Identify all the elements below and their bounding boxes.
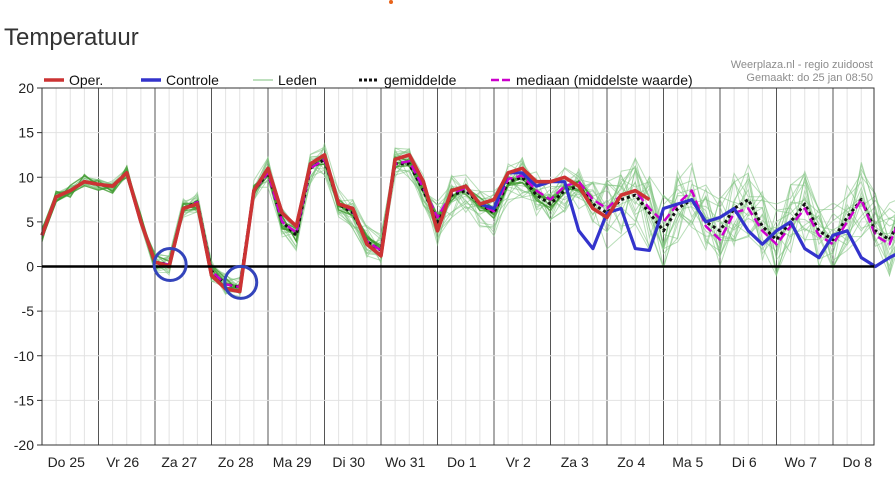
x-tick-label: Do 8 <box>842 454 872 470</box>
x-tick-label: Zo 28 <box>218 454 254 470</box>
legend-label-mediaan: mediaan (middelste waarde) <box>516 72 693 88</box>
x-tick-label: Do 1 <box>447 454 477 470</box>
x-tick-label: Do 25 <box>48 454 86 470</box>
source-line-1: Weerplaza.nl - regio zuidoost <box>730 59 873 71</box>
orange-dot-icon <box>389 0 393 4</box>
y-tick-label: -10 <box>14 348 34 364</box>
x-tick-label: Vr 2 <box>506 454 531 470</box>
legend-label-leden: Leden <box>278 72 317 88</box>
y-tick-label: 5 <box>26 214 34 230</box>
legend: Oper. Controle Leden gemiddelde mediaan (mid… <box>44 72 693 88</box>
y-tick-label: 10 <box>18 169 34 185</box>
x-tick-label: Za 27 <box>161 454 197 470</box>
y-tick-label: -20 <box>14 437 34 453</box>
y-tick-label: 0 <box>26 259 34 275</box>
axes: 20 15 10 5 0 -5 -10 -15 -20 Do 25 Vr 26 Za 27 Zo 28 M… <box>14 80 875 470</box>
page-title: Temperatuur <box>4 24 139 51</box>
x-tick-label: Za 3 <box>561 454 589 470</box>
leden-line <box>41 154 895 298</box>
annotation-circle <box>223 264 259 300</box>
legend-label-controle: Controle <box>166 72 219 88</box>
x-tick-label: Wo 31 <box>385 454 425 470</box>
y-tick-label: 15 <box>18 125 34 141</box>
x-tick-label: Ma 29 <box>273 454 312 470</box>
annotation-circle <box>152 247 188 282</box>
source-line-2: Gemaakt: do 25 jan 08:50 <box>746 72 873 84</box>
y-tick-label: 20 <box>18 80 34 96</box>
source-info: Weerplaza.nl - regio zuidoost Gemaakt: d… <box>731 59 873 85</box>
x-tick-label: Ma 5 <box>672 454 703 470</box>
x-tick-label: Wo 7 <box>785 454 818 470</box>
leden-line <box>41 147 895 280</box>
annotations <box>152 247 259 300</box>
series-line-oper <box>40 153 651 294</box>
x-tick-label: Di 6 <box>732 454 757 470</box>
x-tick-label: Vr 26 <box>106 454 139 470</box>
x-tick-label: Zo 4 <box>617 454 645 470</box>
y-tick-label: -5 <box>22 303 35 319</box>
legend-label-gemiddelde: gemiddelde <box>384 72 457 88</box>
legend-label-oper: Oper. <box>69 72 103 88</box>
x-tick-label: Di 30 <box>332 454 365 470</box>
y-tick-label: -15 <box>14 392 34 408</box>
series-lines <box>40 153 895 294</box>
